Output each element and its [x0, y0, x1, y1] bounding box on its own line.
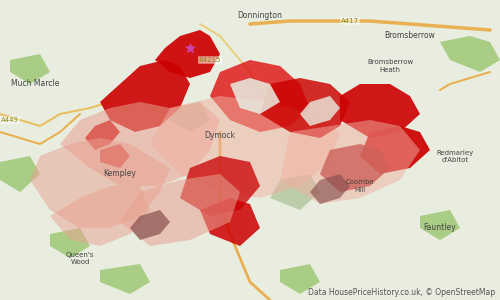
Text: Donnington: Donnington	[238, 11, 282, 20]
Text: Bromsberrow: Bromsberrow	[384, 32, 436, 40]
Text: Kempley: Kempley	[104, 169, 136, 178]
Text: A449: A449	[1, 117, 19, 123]
Polygon shape	[50, 228, 90, 258]
Text: B4215: B4215	[199, 57, 221, 63]
Polygon shape	[180, 156, 260, 216]
Polygon shape	[85, 120, 120, 150]
Polygon shape	[60, 102, 220, 186]
Polygon shape	[100, 264, 150, 294]
Polygon shape	[340, 84, 420, 138]
Text: Much Marcle: Much Marcle	[11, 80, 59, 88]
Polygon shape	[150, 96, 340, 198]
Polygon shape	[280, 120, 420, 204]
Polygon shape	[440, 36, 500, 72]
Polygon shape	[230, 78, 280, 114]
Polygon shape	[100, 144, 130, 168]
Text: Bromsberrow
Heath: Bromsberrow Heath	[367, 59, 413, 73]
Polygon shape	[170, 102, 210, 132]
Point	[186, 46, 194, 50]
Text: Data HousePriceHistory.co.uk, © OpenStreetMap: Data HousePriceHistory.co.uk, © OpenStre…	[308, 288, 495, 297]
Polygon shape	[10, 54, 50, 84]
Polygon shape	[260, 78, 350, 138]
Text: Queen's
Wood: Queen's Wood	[66, 251, 94, 265]
Polygon shape	[280, 264, 320, 294]
Text: Coombe
Hill: Coombe Hill	[346, 179, 374, 193]
Polygon shape	[320, 144, 390, 192]
Polygon shape	[200, 198, 260, 246]
Polygon shape	[0, 156, 40, 192]
Polygon shape	[310, 174, 350, 204]
Polygon shape	[360, 126, 430, 174]
Text: Redmarley
d'Abitot: Redmarley d'Abitot	[436, 149, 474, 163]
Polygon shape	[210, 60, 310, 132]
Polygon shape	[30, 138, 170, 228]
Text: A417: A417	[341, 18, 359, 24]
Text: Dymock: Dymock	[204, 130, 236, 140]
Polygon shape	[120, 174, 240, 246]
Polygon shape	[130, 210, 170, 240]
Text: Fauntley: Fauntley	[424, 224, 456, 232]
Polygon shape	[100, 60, 190, 132]
Polygon shape	[420, 210, 460, 240]
Polygon shape	[270, 174, 320, 210]
Polygon shape	[155, 30, 220, 78]
Polygon shape	[300, 96, 340, 126]
Polygon shape	[50, 186, 150, 246]
